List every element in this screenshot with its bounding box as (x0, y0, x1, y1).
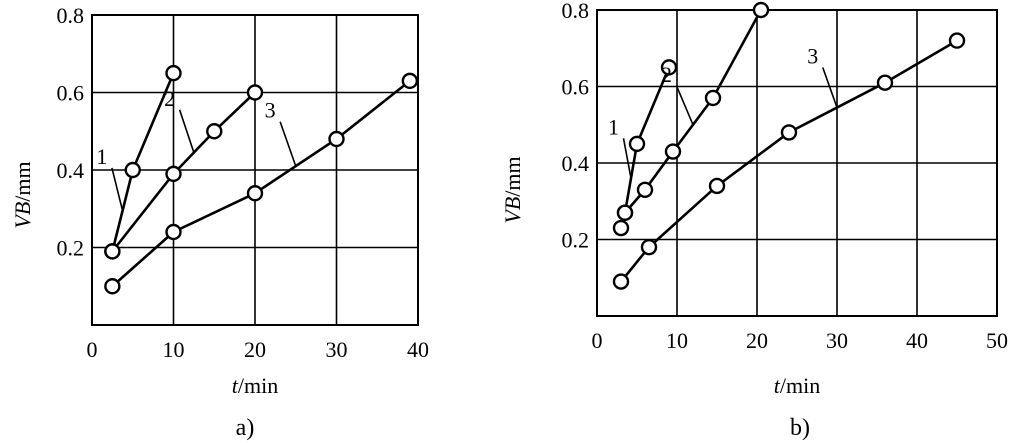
curve-label-leader (111, 167, 124, 211)
x-tick-label: 20 (244, 337, 266, 362)
data-point (124, 161, 141, 179)
x-tick-label: 40 (906, 328, 928, 353)
chart-panel-b: 0 10 20 30 40 50 0.2 0.4 0.6 0.8 1 2 3 t/min VB/mm… (500, 0, 1008, 441)
data-point (628, 135, 646, 153)
y-axis-unit: /mm (10, 161, 35, 201)
y-tick-label: 0.2 (57, 236, 85, 261)
grid-lines (597, 10, 997, 316)
curve-label: 3 (807, 44, 818, 69)
y-tick-label: 0.6 (562, 75, 590, 100)
y-tick-label: 0.4 (57, 158, 85, 183)
plot-frame (91, 14, 419, 326)
y-tick-label: 0.4 (562, 151, 590, 176)
x-axis-label: t/min (774, 373, 820, 398)
x-tick-label: 30 (326, 337, 348, 362)
data-point (660, 59, 678, 76)
x-tick-label: 50 (986, 328, 1008, 353)
curve-label: 2 (164, 86, 175, 111)
data-point (401, 72, 419, 90)
data-point (612, 219, 630, 237)
curve-label: 1 (608, 114, 619, 139)
data-point (616, 204, 634, 221)
data-point (636, 181, 654, 198)
y-axis-var: VB (10, 202, 35, 229)
x-axis-unit: /min (780, 373, 820, 398)
y-axis-var: VB (500, 197, 525, 224)
x-axis-var: t (774, 373, 781, 398)
x-axis-unit: /min (238, 373, 278, 398)
data-point (246, 84, 264, 101)
x-tick-label: 20 (746, 328, 768, 353)
curve-label-leader (622, 138, 632, 179)
plot-frame (596, 9, 998, 317)
curve-label-leader (279, 121, 297, 167)
curve-label-leader (821, 67, 838, 108)
data-point (612, 273, 630, 290)
curve-label: 2 (661, 62, 672, 87)
y-tick-labels: 0.2 0.4 0.6 0.8 (57, 3, 85, 261)
data-point (165, 165, 182, 183)
panel-caption: a) (236, 415, 255, 441)
data-point (206, 123, 223, 140)
curve-label: 1 (96, 144, 107, 169)
x-axis-var: t (232, 373, 239, 398)
data-point (640, 238, 658, 256)
data-point (104, 278, 121, 295)
data-point (165, 64, 182, 82)
x-tick-labels: 0 10 20 30 40 (87, 337, 430, 362)
data-point (328, 130, 345, 148)
x-tick-label: 0 (592, 328, 603, 353)
y-tick-label: 0.6 (57, 81, 85, 106)
x-tick-label: 30 (826, 328, 848, 353)
curve-label-leader (178, 109, 195, 153)
x-tick-label: 0 (87, 337, 98, 362)
data-point (246, 185, 264, 202)
data-point (165, 223, 182, 241)
y-axis-label: VB/mm (10, 161, 35, 228)
panel-caption: b) (790, 415, 810, 441)
data-point (948, 32, 966, 49)
data-point (876, 74, 894, 91)
y-tick-label: 0.8 (57, 3, 85, 28)
series-group: 1 2 3 (96, 64, 419, 295)
x-tick-label: 10 (163, 337, 185, 362)
chart-panel-a: 0 10 20 30 40 0.2 0.4 0.6 0.8 1 2 3 t/min VB/mm a… (10, 3, 429, 441)
series-group: 1 2 3 (608, 1, 966, 290)
y-tick-label: 0.8 (562, 0, 590, 23)
data-point (104, 243, 121, 260)
x-axis-label: t/min (232, 373, 278, 398)
series-line-1 (619, 66, 671, 229)
x-tick-labels: 0 10 20 30 40 50 (592, 328, 1009, 353)
y-tick-labels: 0.2 0.4 0.6 0.8 (562, 0, 590, 253)
data-point (664, 143, 682, 160)
data-point (704, 89, 722, 107)
data-point (780, 124, 798, 141)
y-axis-label: VB/mm (500, 156, 525, 223)
curve-label: 3 (265, 98, 276, 123)
data-point (708, 177, 726, 195)
curve-label-leader (675, 85, 694, 126)
data-point (752, 1, 770, 19)
x-tick-label: 10 (666, 328, 688, 353)
y-axis-unit: /mm (500, 156, 525, 196)
x-tick-label: 40 (407, 337, 429, 362)
y-tick-label: 0.2 (562, 228, 590, 253)
